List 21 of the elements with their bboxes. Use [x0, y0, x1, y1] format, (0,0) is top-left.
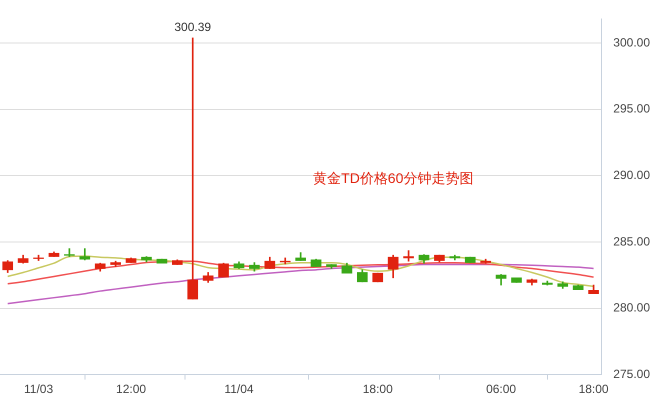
candlestick — [172, 260, 183, 265]
candlestick — [33, 254, 44, 261]
candlestick — [126, 258, 136, 263]
candlestick — [326, 264, 337, 269]
y-tick-label: 295.00 — [613, 102, 650, 116]
y-tick-label: 285.00 — [613, 234, 650, 248]
y-tick-label: 300.00 — [613, 35, 650, 50]
x-tick-label: 11/04 — [224, 382, 254, 396]
y-tick-label: 275.00 — [613, 366, 650, 381]
text: 黄金TD价格60分钟走势图 — [313, 170, 474, 186]
candlestick — [110, 260, 121, 267]
x-tick-label: 12:00 — [116, 382, 146, 396]
x-tick-label: 18:00 — [362, 382, 394, 396]
x-tick-label: 11/03 — [24, 382, 54, 396]
annotation: 300.39 — [174, 20, 212, 34]
x-tick-label: 18:00 — [578, 382, 609, 396]
y-tick-label: 280.00 — [613, 300, 650, 315]
candlestick — [511, 277, 522, 283]
x-tick-label: 06:00 — [486, 382, 516, 396]
y-tick-label: 290.00 — [613, 168, 650, 182]
candlestick — [464, 256, 476, 263]
